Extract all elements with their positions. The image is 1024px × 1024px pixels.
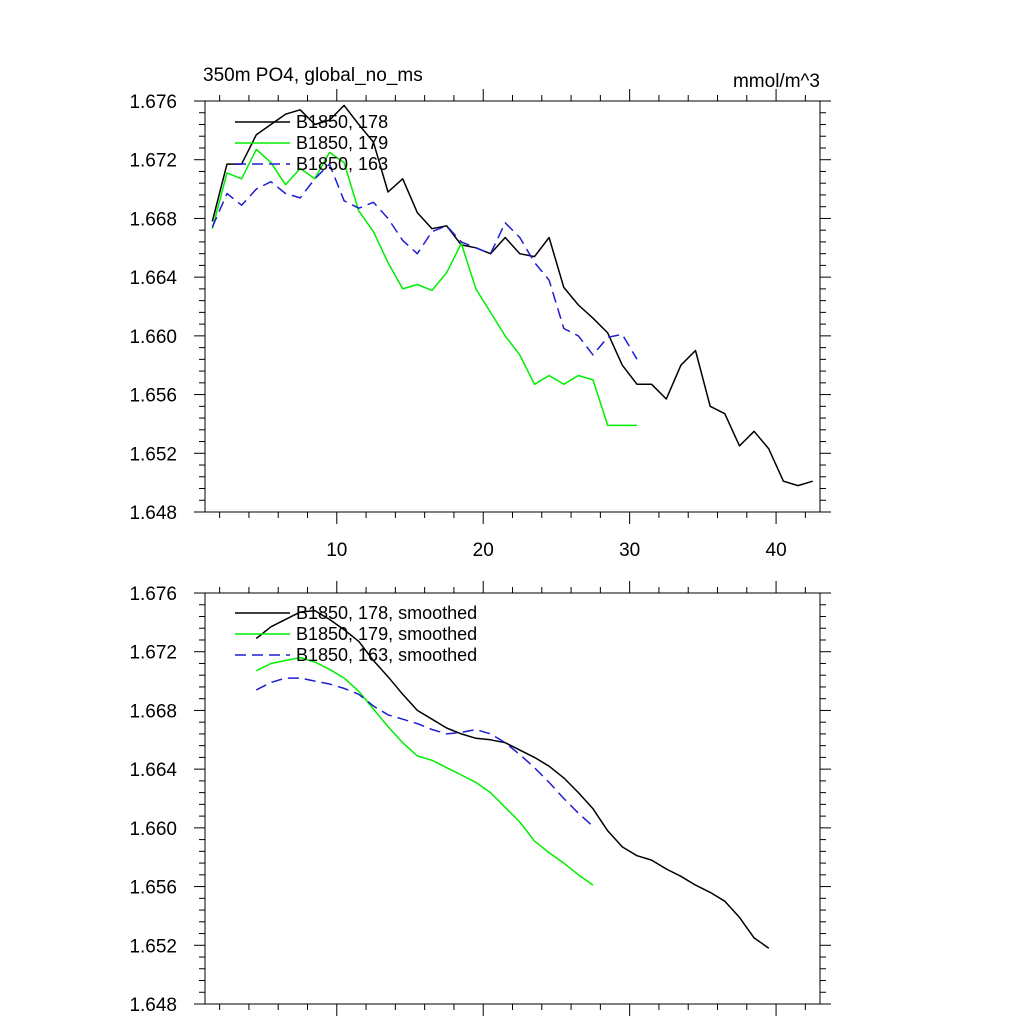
y-tick-label: 1.672 bbox=[129, 151, 177, 172]
y-tick-label: 1.676 bbox=[129, 584, 177, 605]
y-tick-label: 1.668 bbox=[129, 209, 177, 230]
x-tick-label: 10 bbox=[326, 540, 347, 561]
legend-label-2: B1850, 179, smoothed bbox=[296, 624, 477, 644]
y-tick-label: 1.652 bbox=[129, 444, 177, 465]
series-line-2 bbox=[255, 656, 594, 886]
legend-label-2: B1850, 179 bbox=[296, 133, 388, 153]
bottom-panel-frame bbox=[204, 592, 821, 1005]
y-tick-label: 1.660 bbox=[129, 327, 177, 348]
series-line-3 bbox=[255, 677, 594, 827]
bottom-panel-series bbox=[255, 609, 770, 949]
top-panel-frame bbox=[204, 100, 821, 513]
y-tick-label: 1.656 bbox=[129, 878, 177, 899]
y-tick-label: 1.676 bbox=[129, 92, 177, 113]
legend-label-3: B1850, 163, smoothed bbox=[296, 645, 477, 665]
y-tick-label: 1.664 bbox=[129, 760, 177, 781]
series-line-1 bbox=[211, 104, 813, 487]
top-panel-ticks: 1.648 1.652 1.656 1.660 1.664 1.668 1.672 1.676… bbox=[129, 89, 831, 561]
x-tick-label: 20 bbox=[473, 540, 494, 561]
series-line-2 bbox=[211, 148, 637, 427]
top-panel: 1.648 1.652 1.656 1.660 1.664 1.668 1.672 1.676… bbox=[129, 65, 831, 561]
top-panel-series bbox=[211, 104, 813, 487]
y-tick-label: 1.652 bbox=[129, 936, 177, 957]
y-tick-label: 1.648 bbox=[129, 995, 177, 1016]
x-tick-label: 40 bbox=[766, 540, 787, 561]
legend-label-3: B1850, 163 bbox=[296, 154, 388, 174]
series-line-3 bbox=[211, 163, 638, 360]
y-tick-label: 1.668 bbox=[129, 701, 177, 722]
series-line-1 bbox=[255, 609, 770, 949]
top-panel-units: mmol/m^3 bbox=[733, 71, 820, 92]
bottom-panel: 1.648 1.652 1.656 1.660 1.664 1.668 1.672 1.676… bbox=[129, 581, 831, 1016]
bottom-panel-ticks: 1.648 1.652 1.656 1.660 1.664 1.668 1.672 1.676 bbox=[129, 581, 831, 1016]
x-tick-label: 30 bbox=[619, 540, 640, 561]
legend-label-1: B1850, 178, smoothed bbox=[296, 603, 477, 623]
legend-label-1: B1850, 178 bbox=[296, 112, 388, 132]
y-tick-label: 1.656 bbox=[129, 386, 177, 407]
y-tick-label: 1.648 bbox=[129, 503, 177, 524]
y-tick-label: 1.672 bbox=[129, 643, 177, 664]
y-tick-label: 1.660 bbox=[129, 819, 177, 840]
y-tick-label: 1.664 bbox=[129, 268, 177, 289]
top-panel-title: 350m PO4, global_no_ms bbox=[203, 65, 423, 86]
